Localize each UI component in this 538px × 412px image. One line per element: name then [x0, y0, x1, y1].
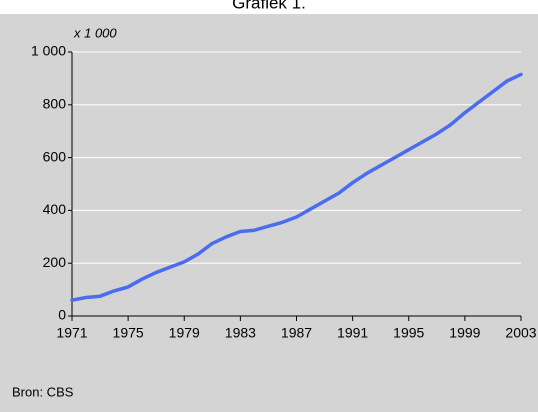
y-tick-label: 800: [43, 96, 67, 112]
y-tick-label: 400: [43, 201, 67, 217]
data-line: [70, 72, 523, 302]
y-tick-label: 0: [58, 307, 66, 323]
y-tick-label: 200: [43, 254, 67, 270]
y-tick-label: 1 000: [31, 43, 66, 59]
x-tick-label: 1991: [337, 325, 368, 341]
y-unit-label: x 1 000: [73, 25, 117, 40]
x-tick-label: 1983: [225, 325, 256, 341]
x-tick-label: 1995: [393, 325, 424, 341]
chart-title: Grafiek 1.: [232, 0, 306, 12]
x-tick-label: 1979: [169, 325, 200, 341]
x-tick-label: 2003: [505, 325, 536, 341]
x-tick-label: 1999: [449, 325, 480, 341]
x-tick-label: 1971: [56, 325, 87, 341]
x-tick-label: 1987: [281, 325, 312, 341]
y-tick-label: 600: [43, 148, 67, 164]
source-note: Bron: CBS: [12, 384, 74, 399]
chart-background: [0, 14, 538, 412]
x-tick-label: 1975: [113, 325, 144, 341]
